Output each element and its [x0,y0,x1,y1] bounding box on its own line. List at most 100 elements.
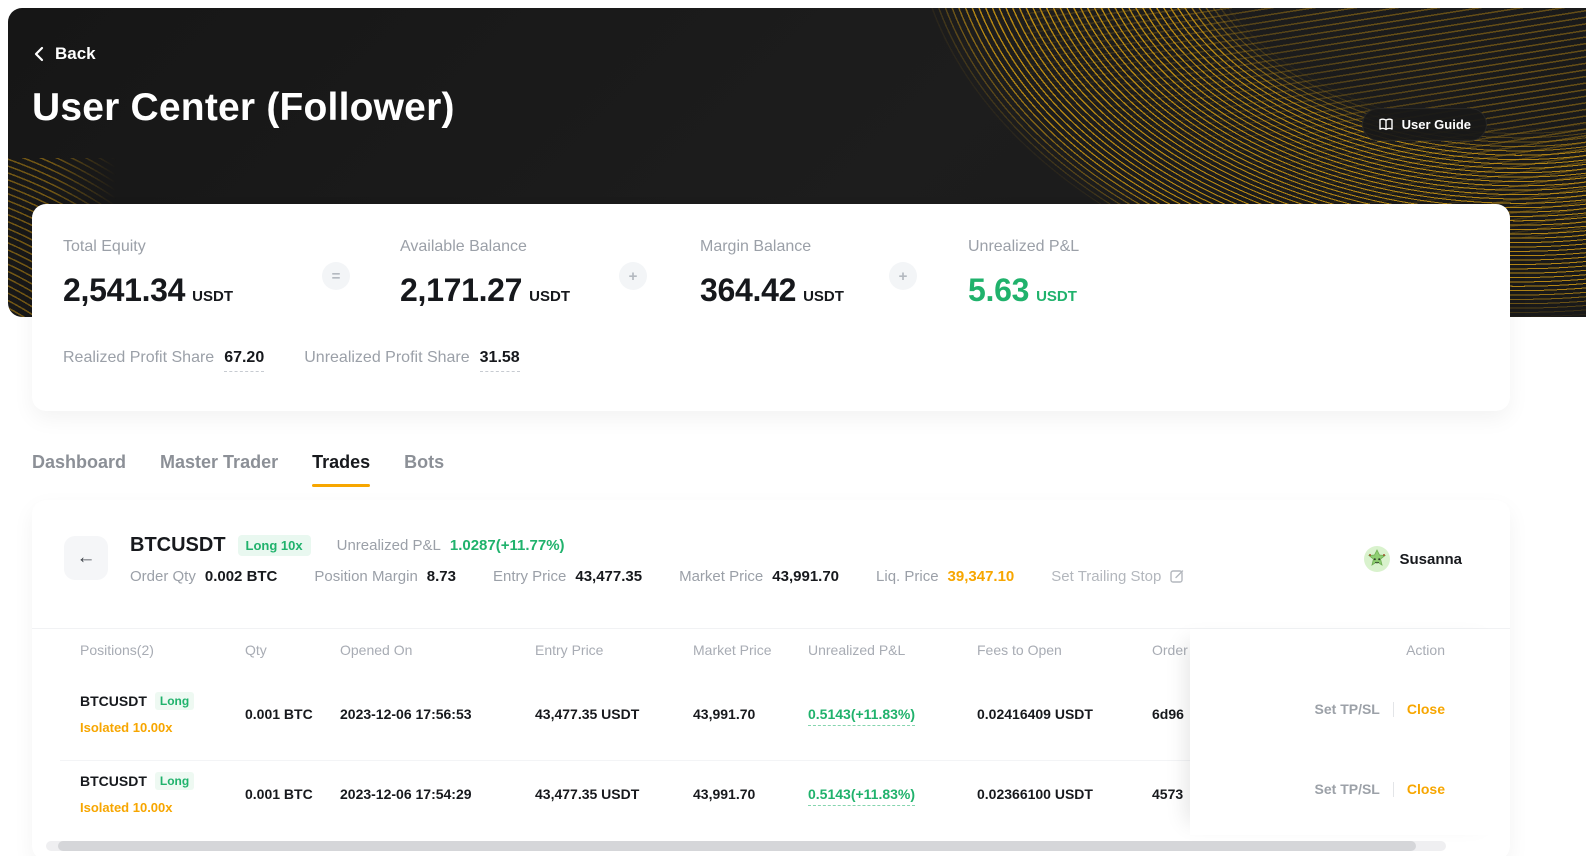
unrealized-profit-share: Unrealized Profit Share 31.58 [304,349,520,372]
field-order-qty: Order Qty 0.002 BTC [130,568,278,585]
fees-cell: 0.02416409 USDT [977,706,1093,722]
field-liq-price: Liq. Price 39,347.10 [876,568,1015,585]
row-symbol: BTCUSDT [80,693,147,709]
row-side-badge: Long [154,692,195,710]
qty-cell: 0.001 BTC [245,786,313,802]
col-header-market-price: Market Price [693,642,772,658]
back-arrow-button[interactable]: ← [64,536,108,580]
position-cell: BTCUSDT Long [80,692,195,710]
row-symbol: BTCUSDT [80,773,147,789]
position-unrealized-pnl: Unrealized P&L 1.0287(+11.77%) [337,537,565,554]
col-header-qty: Qty [245,642,267,658]
stat-value: 2,541.34 [63,272,186,308]
field-market-price: Market Price 43,991.70 [679,568,840,585]
realized-profit-share-value: 67.20 [224,349,265,372]
entry-price-cell: 43,477.35 USDT [535,786,640,802]
set-tpsl-button[interactable]: Set TP/SL [1314,781,1380,797]
col-header-order: Order [1152,642,1188,658]
page-title: User Center (Follower) [32,86,455,129]
stat-label: Unrealized P&L [968,238,1080,255]
set-trailing-stop-label: Set Trailing Stop [1051,568,1162,585]
set-trailing-stop-button[interactable]: Set Trailing Stop [1051,568,1186,585]
stat-total-equity: Total Equity 2,541.34 USDT [63,238,233,309]
pnl-label: Unrealized P&L [336,537,441,554]
stat-margin-balance: Margin Balance 364.42 USDT [700,238,844,309]
position-fields-row: Order Qty 0.002 BTC Position Margin 8.73… [130,568,1186,585]
fees-cell: 0.02366100 USDT [977,786,1093,802]
user-guide-label: User Guide [1401,117,1471,132]
tab-master-trader[interactable]: Master Trader [160,452,279,472]
realized-profit-share-label: Realized Profit Share [63,349,215,366]
pnl-value: 1.0287(+11.77%) [449,537,565,554]
profit-share-row: Realized Profit Share 67.20 Unrealized P… [63,349,520,372]
row-margin-mode: Isolated 10.00x [80,720,173,735]
unrealized-profit-share-label: Unrealized Profit Share [304,349,470,366]
tab-trades[interactable]: Trades [312,452,371,487]
stat-value: 364.42 [700,272,797,308]
entry-price-cell: 43,477.35 USDT [535,706,640,722]
row-actions: Set TP/SL Close [1315,699,1445,719]
col-header-entry-price: Entry Price [535,642,604,658]
table-top-divider [32,628,1510,629]
stat-available-balance: Available Balance 2,171.27 USDT [400,238,570,309]
stat-unit: USDT [803,288,844,305]
stat-label: Margin Balance [700,238,812,255]
qty-cell: 0.001 BTC [245,706,313,722]
realized-profit-share: Realized Profit Share 67.20 [63,349,265,372]
tab-dashboard[interactable]: Dashboard [32,452,127,472]
position-cell: BTCUSDT Long [80,772,195,790]
field-entry-price: Entry Price 43,477.35 [493,568,643,585]
market-price-cell: 43,991.70 [693,706,756,722]
table-scroll-region: BTCUSDT Long Isolated 10.00x 0.001 BTC 2… [32,628,1190,838]
set-tpsl-button[interactable]: Set TP/SL [1314,701,1380,717]
position-title-row: BTCUSDT Long 10x Unrealized P&L 1.0287(+… [130,534,565,557]
edit-icon [1170,570,1184,583]
stat-label: Total Equity [63,238,146,255]
arrow-left-icon: ← [76,547,96,568]
back-label: Back [55,44,96,63]
equals-icon: = [322,262,350,290]
long-leverage-badge: Long 10x [237,535,311,556]
stat-label: Available Balance [400,238,527,255]
opened-on-cell: 2023-12-06 17:56:53 [340,706,472,722]
plus-icon: + [889,262,917,290]
col-header-positions: Positions(2) [80,642,154,658]
master-trader-chip[interactable]: Susanna [1364,546,1462,572]
avatar [1364,546,1391,572]
chevron-left-icon [34,46,44,62]
order-id-cell: 6d96 [1152,706,1184,722]
back-button[interactable]: Back [34,44,96,64]
action-column-panel: Action Set TP/SL Close Set TP/SL Close [1190,629,1510,835]
stat-value: 5.63 [968,272,1030,308]
book-icon [1378,118,1393,131]
main-tabs: Dashboard Master Trader Trades Bots [32,452,444,487]
row-actions: Set TP/SL Close [1315,779,1445,799]
trades-detail-card: ← BTCUSDT Long 10x Unrealized P&L 1.0287… [32,500,1510,856]
stat-unrealized-pnl: Unrealized P&L 5.63 USDT [968,238,1079,309]
close-position-button[interactable]: Close [1406,781,1445,797]
horizontal-scrollbar-thumb[interactable] [58,841,1416,851]
col-header-action: Action [1406,642,1445,658]
horizontal-scrollbar-track[interactable] [46,841,1446,851]
close-position-button[interactable]: Close [1406,701,1445,717]
position-symbol: BTCUSDT [130,534,226,556]
col-header-unrealized-pnl: Unrealized P&L [808,642,906,658]
action-divider [1392,781,1394,797]
user-guide-button[interactable]: User Guide [1361,108,1487,141]
field-position-margin: Position Margin 8.73 [314,568,456,585]
market-price-cell: 43,991.70 [693,786,756,802]
order-id-cell: 4573 [1152,786,1184,802]
col-header-fees-to-open: Fees to Open [977,642,1062,658]
plus-icon: + [619,262,647,290]
tab-bots[interactable]: Bots [404,452,445,472]
row-margin-mode: Isolated 10.00x [80,800,173,815]
row-side-badge: Long [154,772,195,790]
row-divider [60,760,1190,761]
col-header-opened-on: Opened On [340,642,413,658]
trader-name: Susanna [1399,550,1462,568]
stat-unit: USDT [192,288,234,305]
stat-unit: USDT [1036,288,1077,305]
action-divider [1392,701,1394,717]
unrealized-profit-share-value: 31.58 [479,349,520,372]
stat-unit: USDT [529,288,571,305]
